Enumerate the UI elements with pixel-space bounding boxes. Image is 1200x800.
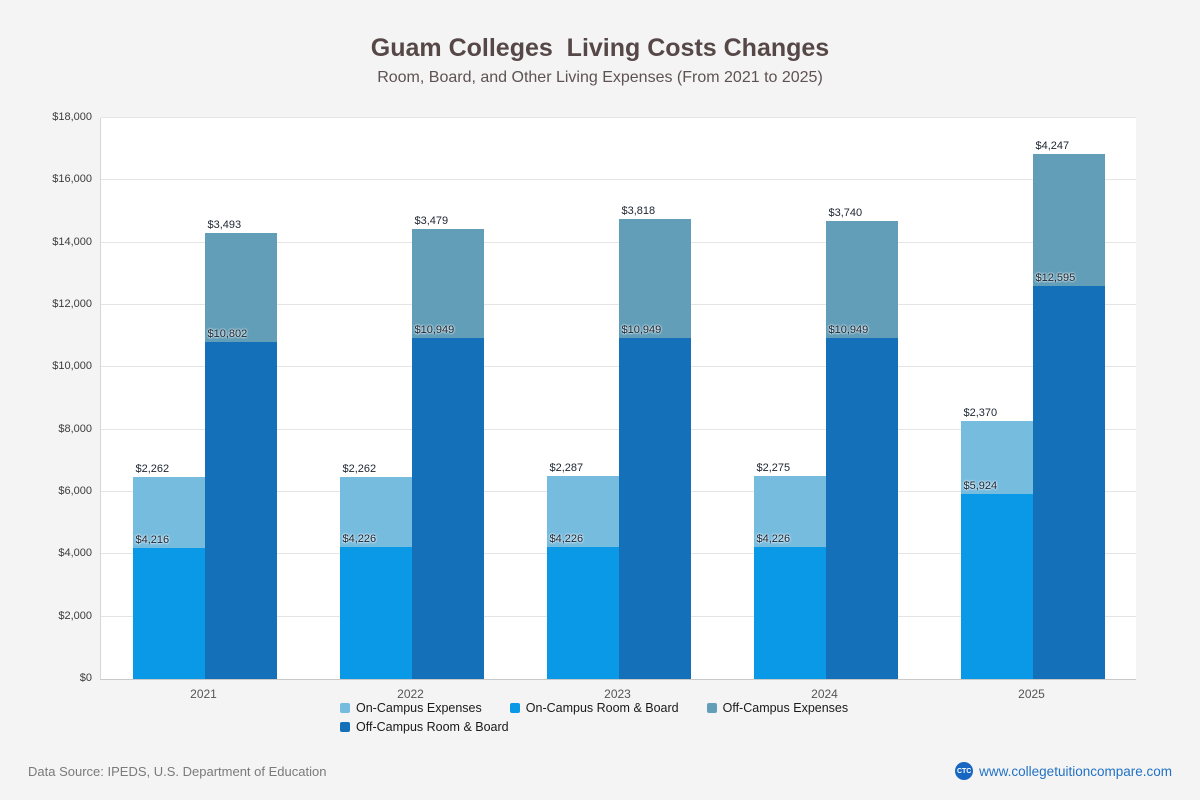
- bar-value-label: $12,595: [1035, 272, 1076, 285]
- legend-swatch: [706, 703, 717, 713]
- legend-swatch: [340, 722, 350, 732]
- ctc-logo[interactable]: CTC: [955, 762, 974, 780]
- bar-value-label: $3,818: [621, 204, 656, 217]
- x-tick-label: 2023: [604, 687, 631, 701]
- bar-segment[interactable]: [411, 229, 484, 338]
- bar-segment[interactable]: [618, 337, 691, 679]
- x-tick-label: 2025: [1018, 687, 1045, 701]
- y-tick-label: $16,000: [52, 173, 92, 186]
- footer-source: Data Source: IPEDS, U.S. Department of E…: [28, 764, 327, 779]
- bar-segment[interactable]: [411, 337, 484, 679]
- bar-segment[interactable]: [825, 337, 898, 679]
- bar-segment[interactable]: [132, 477, 205, 548]
- y-tick-label: $2,000: [58, 609, 92, 622]
- bar-segment[interactable]: [132, 547, 205, 679]
- bar-segment[interactable]: [753, 547, 826, 679]
- bar-value-label: $3,479: [414, 215, 449, 228]
- bar-segment[interactable]: [339, 547, 412, 679]
- y-tick-label: $18,000: [52, 111, 92, 123]
- y-tick-label: $10,000: [52, 360, 92, 373]
- bar-value-label: $4,216: [135, 533, 170, 546]
- footer-link[interactable]: CTC www.collegetuitioncompare.com: [955, 762, 1172, 780]
- gridline: [101, 179, 1136, 181]
- bar-value-label: $4,226: [549, 533, 584, 546]
- y-tick-label: $4,000: [58, 547, 92, 560]
- y-tick-label: $6,000: [58, 485, 92, 497]
- bar-segment[interactable]: [546, 476, 619, 548]
- legend: On-Campus Expenses On-Campus Room & Board…: [340, 701, 860, 734]
- legend-label: Off-Campus Expenses: [722, 701, 849, 715]
- y-tick-label: $0: [79, 672, 92, 684]
- legend-swatch: [509, 703, 520, 713]
- bar-segment[interactable]: [546, 547, 619, 679]
- x-tick-label: 2021: [190, 687, 217, 701]
- bar-segment[interactable]: [960, 420, 1033, 495]
- bar-segment[interactable]: [825, 221, 898, 338]
- y-tick-label: $12,000: [52, 298, 92, 310]
- bar-segment[interactable]: [1032, 154, 1105, 287]
- plot-area: $4,216 $2,262 $10,802 $3,493 $4,226 $2,262 $10…: [100, 117, 1136, 680]
- bar-segment[interactable]: [960, 494, 1033, 679]
- y-tick-label: $8,000: [58, 422, 92, 435]
- legend-label: On-Campus Room & Board: [525, 701, 679, 715]
- legend-label: On-Campus Expenses: [356, 701, 482, 715]
- legend-item[interactable]: On-Campus Expenses: [340, 701, 482, 715]
- legend-swatch: [340, 703, 350, 713]
- bar-value-label: $4,226: [756, 533, 791, 546]
- bar-value-label: $2,262: [135, 463, 170, 476]
- gridline: [101, 117, 1136, 118]
- bar-value-label: $2,262: [342, 462, 377, 475]
- bar-value-label: $4,247: [1035, 140, 1070, 153]
- bar-segment[interactable]: [753, 476, 826, 548]
- legend-item[interactable]: Off-Campus Expenses: [706, 701, 849, 715]
- x-tick-label: 2024: [811, 687, 838, 701]
- bar-segment[interactable]: [1032, 286, 1105, 679]
- bar-value-label: $10,949: [621, 323, 662, 336]
- bar-value-label: $10,802: [207, 328, 248, 341]
- page-subtitle: Room, Board, and Other Living Expenses (…: [377, 69, 823, 86]
- page-title: Guam Colleges Living Costs Changes: [370, 34, 830, 62]
- bar-segment[interactable]: [339, 476, 412, 548]
- footer-site-text: www.collegetuitioncompare.com: [979, 763, 1172, 779]
- bar-value-label: $3,493: [207, 219, 242, 232]
- legend-item[interactable]: Off-Campus Room & Board: [340, 720, 509, 734]
- legend-label: Off-Campus Room & Board: [356, 720, 509, 734]
- legend-item[interactable]: On-Campus Room & Board: [509, 701, 679, 715]
- x-axis: 2021 2022 2023 2024 2025: [100, 687, 1135, 703]
- bar-segment[interactable]: [618, 218, 691, 338]
- bar-value-label: $4,226: [342, 533, 377, 546]
- bar-value-label: $5,924: [963, 480, 998, 493]
- bar-value-label: $2,275: [756, 462, 791, 475]
- bar-value-label: $3,740: [828, 207, 863, 220]
- bar-value-label: $10,949: [828, 323, 869, 336]
- bar-segment[interactable]: [204, 233, 277, 343]
- bar-value-label: $10,949: [414, 323, 455, 336]
- bar-segment[interactable]: [204, 342, 277, 679]
- x-tick-label: 2022: [397, 687, 424, 701]
- bar-value-label: $2,370: [963, 406, 998, 419]
- y-tick-label: $14,000: [52, 235, 92, 248]
- y-axis: $0 $2,000 $4,000 $6,000 $8,000 $10,000 $12,000…: [0, 111, 92, 684]
- bar-value-label: $2,287: [549, 462, 584, 475]
